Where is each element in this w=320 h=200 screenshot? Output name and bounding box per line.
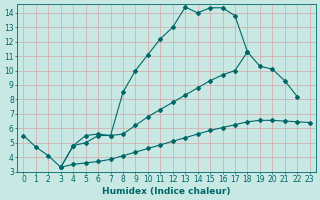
X-axis label: Humidex (Indice chaleur): Humidex (Indice chaleur) (102, 187, 231, 196)
